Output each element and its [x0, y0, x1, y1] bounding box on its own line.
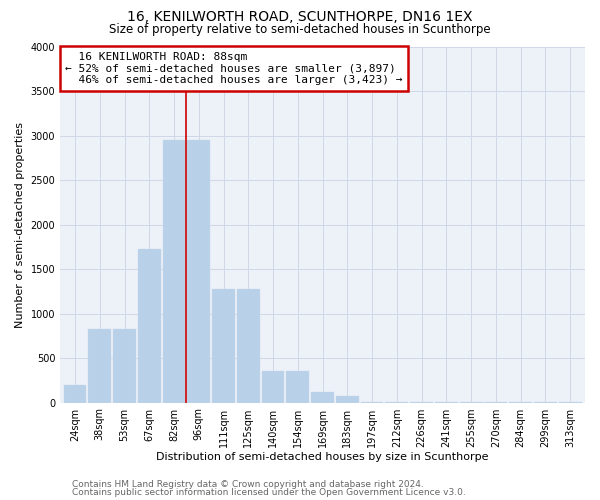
Y-axis label: Number of semi-detached properties: Number of semi-detached properties [15, 122, 25, 328]
Bar [187, 140, 210, 402]
Bar [262, 372, 284, 402]
Bar [64, 385, 86, 402]
Bar [163, 140, 185, 402]
Bar [336, 396, 359, 402]
Bar [113, 328, 136, 402]
Text: 16, KENILWORTH ROAD, SCUNTHORPE, DN16 1EX: 16, KENILWORTH ROAD, SCUNTHORPE, DN16 1E… [127, 10, 473, 24]
Bar [138, 250, 161, 402]
Text: Contains public sector information licensed under the Open Government Licence v3: Contains public sector information licen… [72, 488, 466, 497]
Bar [88, 328, 111, 402]
Bar [286, 372, 309, 402]
X-axis label: Distribution of semi-detached houses by size in Scunthorpe: Distribution of semi-detached houses by … [157, 452, 489, 462]
Bar [237, 288, 260, 403]
Text: Size of property relative to semi-detached houses in Scunthorpe: Size of property relative to semi-detach… [109, 22, 491, 36]
Bar [212, 288, 235, 403]
Text: 16 KENILWORTH ROAD: 88sqm
← 52% of semi-detached houses are smaller (3,897)
  46: 16 KENILWORTH ROAD: 88sqm ← 52% of semi-… [65, 52, 403, 85]
Text: Contains HM Land Registry data © Crown copyright and database right 2024.: Contains HM Land Registry data © Crown c… [72, 480, 424, 489]
Bar [311, 392, 334, 402]
